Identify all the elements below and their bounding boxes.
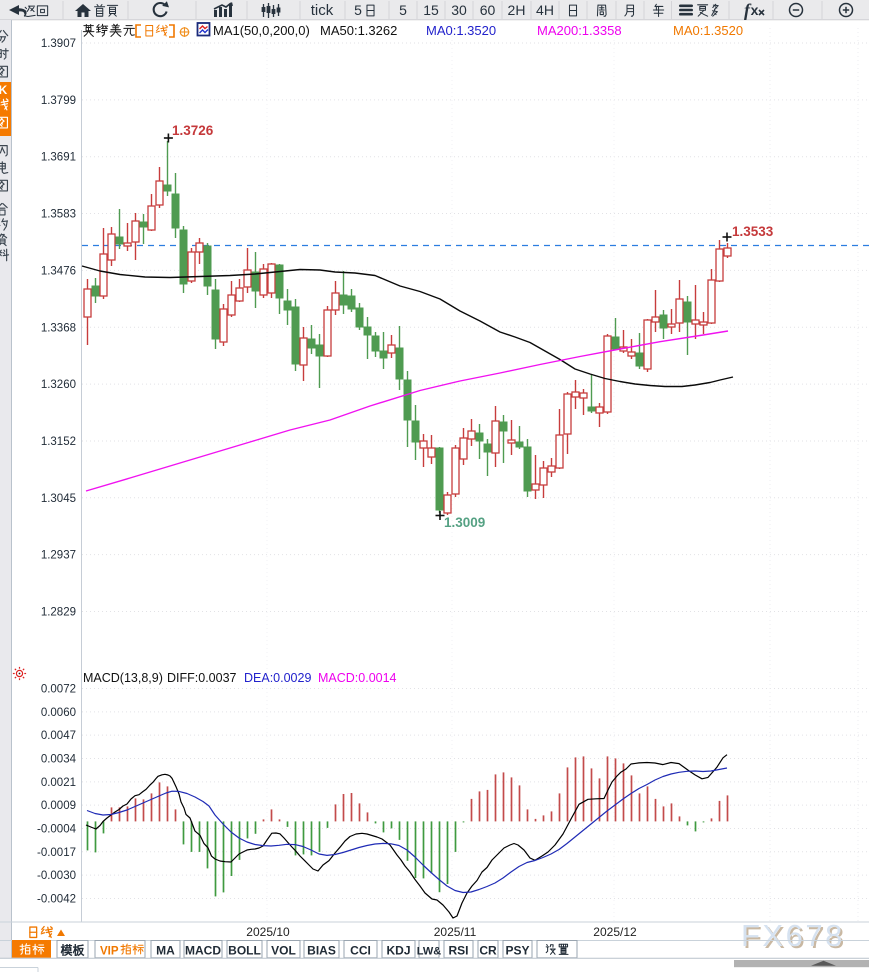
svg-text:MA: MA [156, 944, 175, 958]
svg-text:5: 5 [399, 2, 407, 18]
svg-text:4H: 4H [536, 2, 554, 18]
svg-text:tick: tick [311, 2, 334, 19]
svg-text:MACD(13,8,9): MACD(13,8,9) [83, 671, 163, 685]
svg-text:MA200:1.3358: MA200:1.3358 [537, 23, 622, 38]
svg-text:BOLL: BOLL [228, 944, 261, 958]
svg-text:MACD: MACD [185, 944, 221, 958]
svg-text:VIP: VIP [100, 946, 119, 958]
svg-text:f: f [744, 0, 752, 20]
svg-text:KDJ: KDJ [386, 944, 410, 958]
svg-text:1.3045: 1.3045 [41, 493, 76, 505]
svg-text:MA0:1.3520: MA0:1.3520 [426, 23, 496, 38]
svg-text:1.3533: 1.3533 [732, 224, 774, 239]
svg-text:0.0072: 0.0072 [41, 684, 76, 696]
svg-text:模板: 模板 [60, 943, 85, 958]
svg-text:1.3476: 1.3476 [41, 265, 76, 277]
svg-text:2025/11: 2025/11 [434, 925, 477, 939]
svg-text:1.2937: 1.2937 [41, 550, 76, 562]
svg-text:DEA:0.0029: DEA:0.0029 [244, 671, 311, 685]
svg-text:15: 15 [423, 2, 439, 18]
svg-text:1.3009: 1.3009 [444, 515, 485, 530]
svg-text:-0.0017: -0.0017 [37, 847, 76, 859]
svg-text:1.3799: 1.3799 [41, 95, 76, 107]
svg-text:-0.0030: -0.0030 [37, 870, 76, 882]
svg-text:FX678: FX678 [743, 920, 847, 955]
svg-text:RSI: RSI [448, 944, 468, 958]
svg-text:DIFF:0.0037: DIFF:0.0037 [167, 671, 237, 685]
svg-text:FX678: FX678 [741, 918, 845, 953]
svg-text:0.0009: 0.0009 [41, 800, 76, 812]
svg-text:1.3583: 1.3583 [41, 209, 76, 221]
svg-text:0.0060: 0.0060 [41, 707, 76, 719]
svg-text:K: K [0, 83, 8, 97]
svg-text:1.3152: 1.3152 [41, 436, 76, 448]
svg-text:5: 5 [354, 2, 362, 18]
svg-text:1.3368: 1.3368 [41, 322, 76, 334]
svg-text:2H: 2H [508, 2, 526, 18]
svg-text:2025/12: 2025/12 [593, 925, 637, 939]
svg-text:MA50:1.3262: MA50:1.3262 [320, 23, 397, 38]
svg-text:LW&: LW& [417, 946, 441, 958]
svg-text:PSY: PSY [505, 944, 529, 958]
svg-text:BIAS: BIAS [307, 944, 336, 958]
svg-text:1.3907: 1.3907 [41, 38, 76, 50]
svg-text:MA1(50,0,200,0): MA1(50,0,200,0) [213, 23, 310, 38]
svg-text:MACD:0.0014: MACD:0.0014 [318, 671, 397, 685]
svg-text:1.3691: 1.3691 [41, 152, 76, 164]
svg-text:60: 60 [480, 2, 496, 18]
svg-text:VOL: VOL [271, 944, 296, 958]
svg-text:MA0:1.3520: MA0:1.3520 [673, 23, 743, 38]
svg-text:30: 30 [451, 2, 467, 18]
svg-text:0.0034: 0.0034 [41, 753, 77, 765]
svg-text:1.3260: 1.3260 [41, 379, 76, 391]
svg-text:CCI: CCI [350, 944, 371, 958]
svg-text:CR: CR [479, 944, 497, 958]
svg-text:2025/10: 2025/10 [246, 925, 290, 939]
svg-text:x: x [751, 2, 759, 18]
svg-text:1.3726: 1.3726 [172, 123, 214, 138]
svg-text:1.2829: 1.2829 [41, 607, 76, 619]
svg-text:0.0021: 0.0021 [41, 777, 76, 789]
svg-text:-0.0042: -0.0042 [37, 893, 76, 905]
svg-text:0.0047: 0.0047 [41, 730, 76, 742]
svg-text:-0.0004: -0.0004 [37, 823, 77, 835]
